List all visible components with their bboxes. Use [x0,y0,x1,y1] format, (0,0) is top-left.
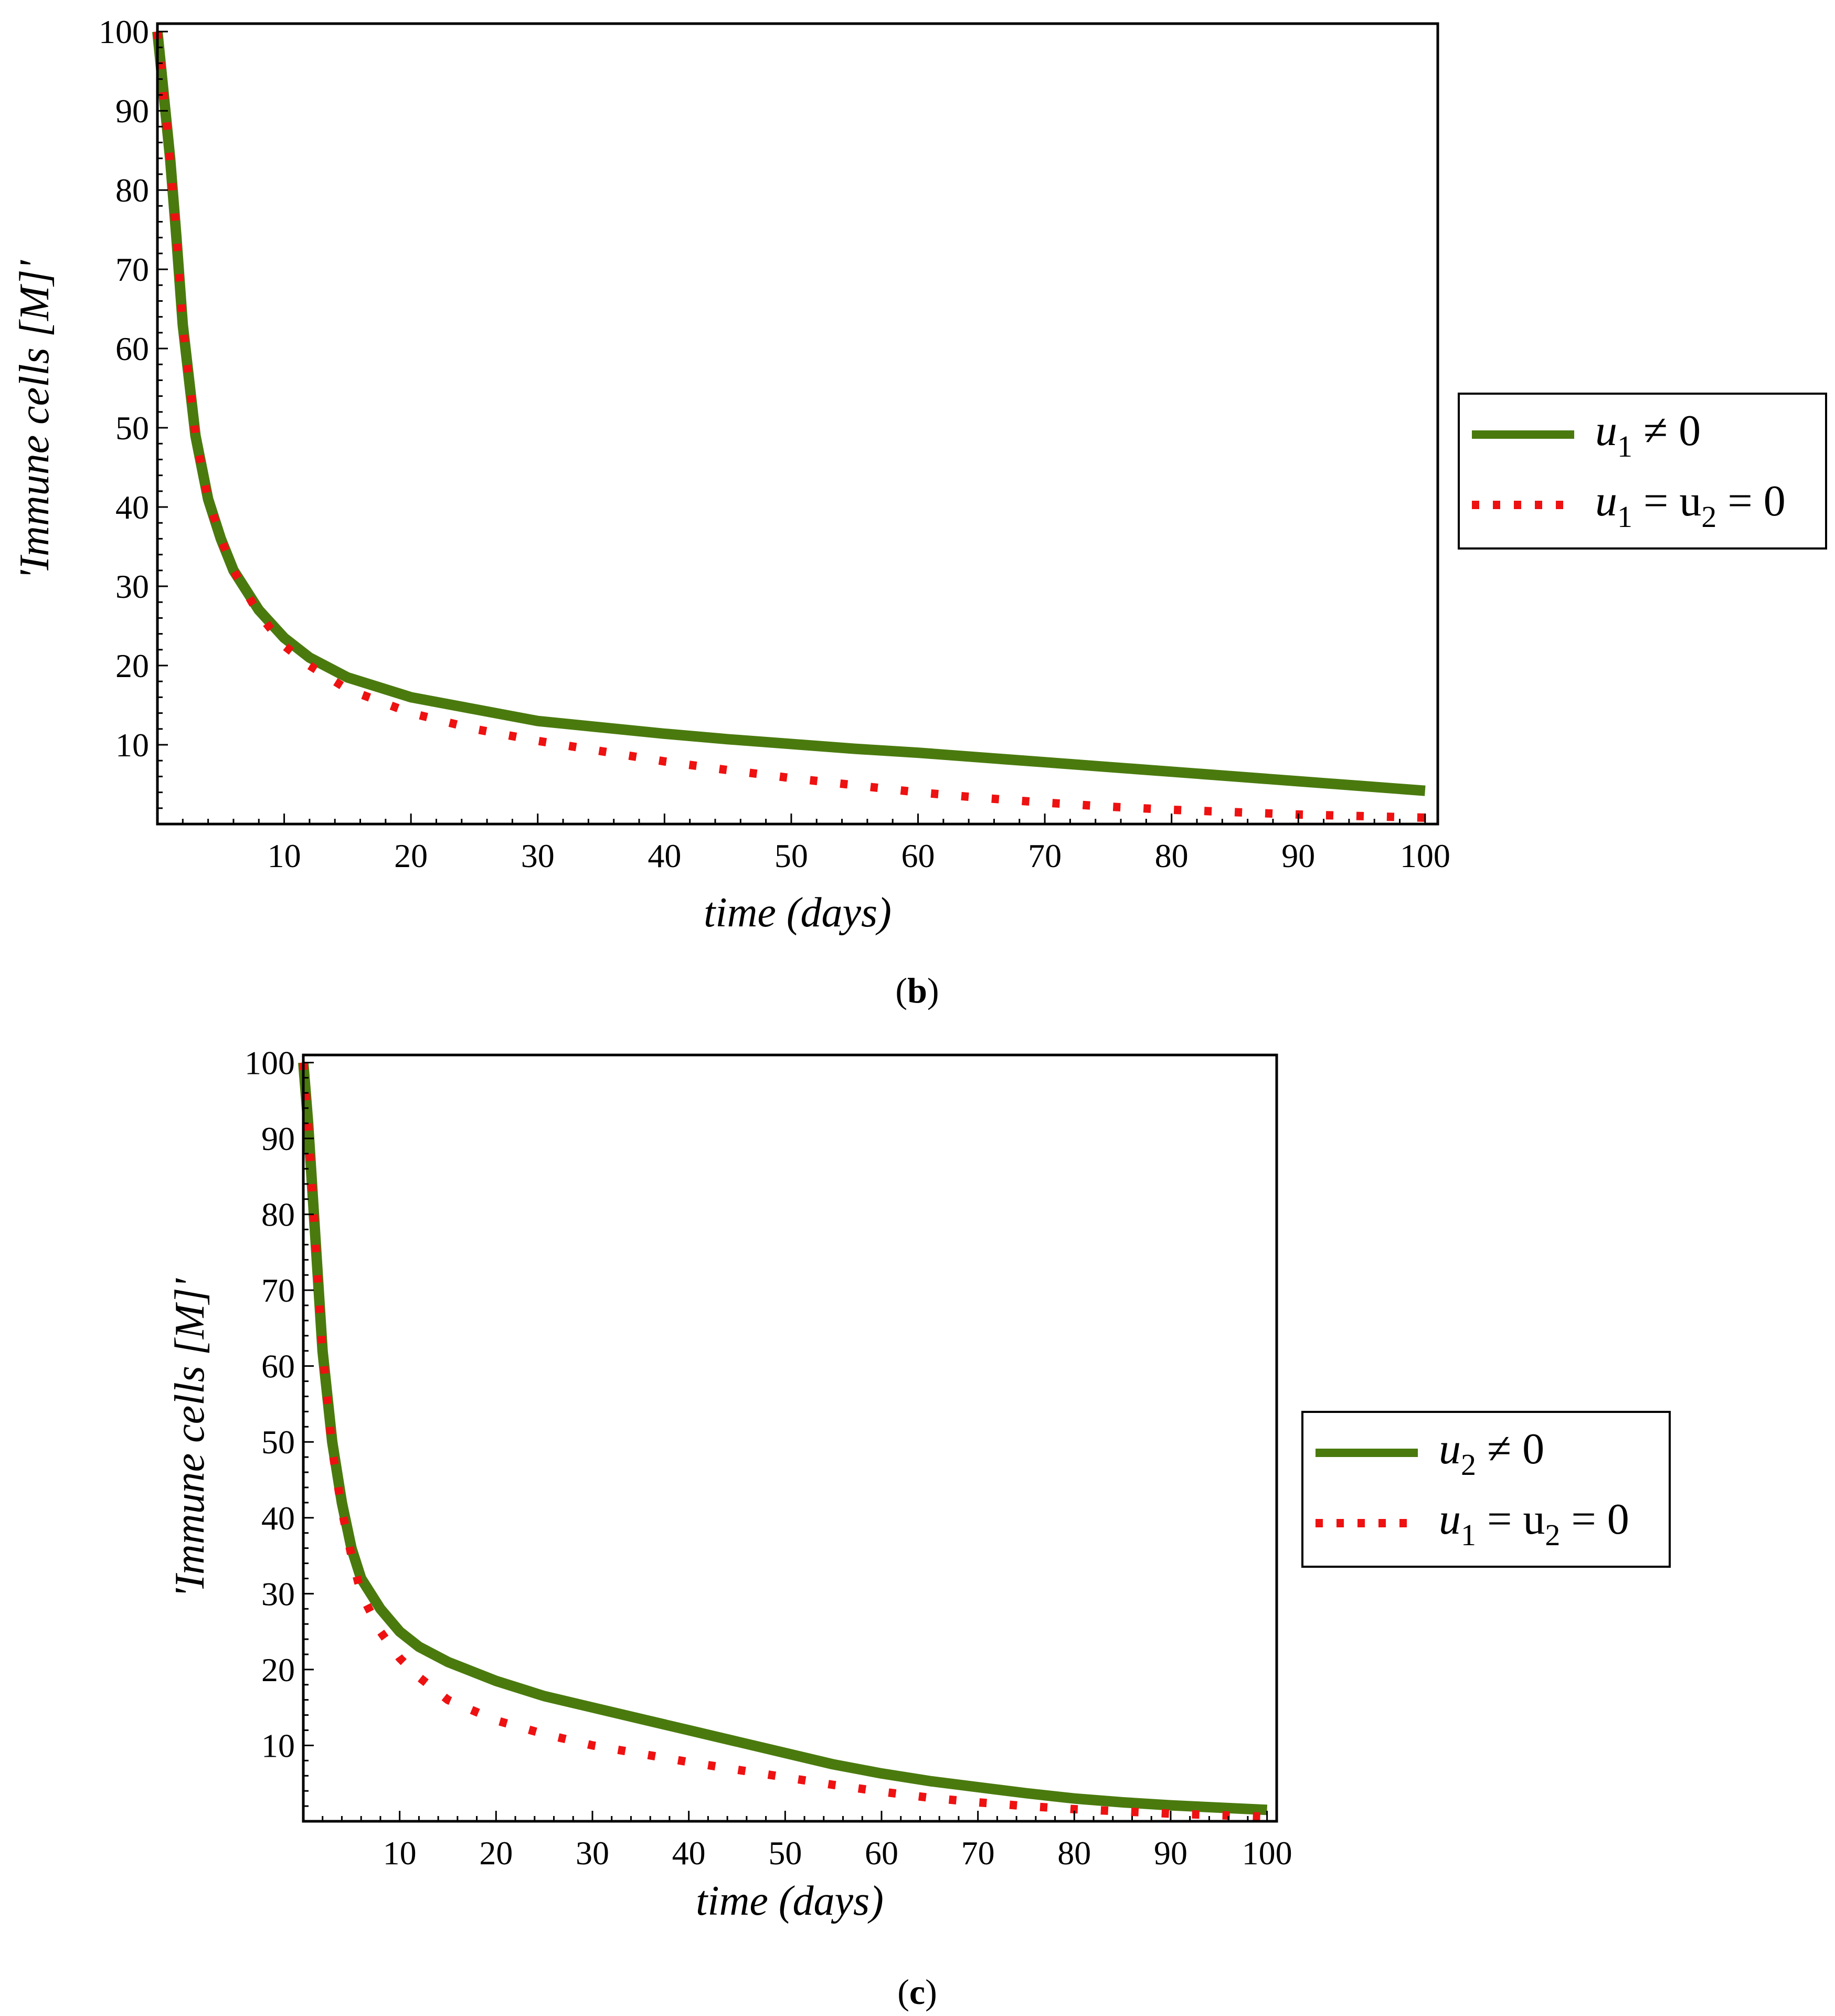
panel-b-series-line-control [153,31,1425,822]
panel-c-y-axis-label: 'Immune cells [M]' [167,1278,213,1597]
panel-b-x-tick-label: 50 [775,837,808,874]
panel-b-x-tick-label: 90 [1281,837,1315,874]
panel-b-x-tick-label: 40 [648,837,681,874]
panel-c-plot-marks [298,1062,1268,1821]
panel-b-y-tick-label: 10 [115,726,149,764]
panel-b-series-line-treatment [152,31,1426,796]
panel-c: 10 20 30 40 50 60 70 80 90 100 10 20 30 40 50 60 70 80 90 1… [167,1044,1671,2012]
panel-b: 10 20 30 40 50 60 70 80 90 100 10 20 30 40 50 60 70 80 90 1… [12,13,1827,1010]
panel-c-y-tick-label: 90 [261,1120,295,1157]
panel-c-plot-frame [302,1053,1278,1823]
panel-c-caption: (c) [897,1972,937,2012]
panel-b-y-tick-label: 80 [115,172,149,209]
panel-b-x-tick-label: 20 [394,837,428,874]
panel-b-y-tick-label: 90 [115,92,149,130]
panel-c-x-tick-label: 100 [1242,1834,1292,1872]
panel-c-legend-label-dotted: u1 = u2 = 0 [1439,1495,1629,1552]
panel-c-ticks: 10 20 30 40 50 60 70 80 90 100 10 20 30 40 50 60 70 80 90 1… [245,1044,1292,1872]
panel-b-x-tick-label: 100 [1400,837,1450,874]
panel-c-x-tick-label: 90 [1154,1834,1187,1872]
panel-b-y-tick-label: 50 [115,409,149,447]
panel-c-y-tick-label: 60 [261,1348,295,1385]
panel-c-legend-label-solid: u2 ≠ 0 [1439,1424,1544,1482]
panel-b-y-tick-label: 70 [115,251,149,288]
panel-c-x-tick-label: 20 [479,1834,513,1872]
panel-c-x-tick-label: 60 [865,1834,898,1872]
panel-b-y-tick-label: 30 [115,568,149,605]
panel-c-x-tick-label: 30 [576,1834,609,1872]
panel-b-x-tick-label: 60 [901,837,935,874]
panel-c-y-tick-label: 70 [261,1272,295,1309]
panel-c-x-tick-label: 80 [1057,1834,1091,1872]
panel-c-series-line-control [299,1062,1267,1821]
panel-c-y-tick-label: 40 [261,1500,295,1537]
panel-c-x-tick-label: 10 [383,1834,417,1872]
panel-b-x-tick-label: 70 [1028,837,1062,874]
panel-c-y-tick-label: 30 [261,1575,295,1612]
panel-c-x-tick-label: 50 [768,1834,802,1872]
panel-b-y-tick-label: 100 [99,13,149,50]
panel-b-legend-box [1458,393,1827,550]
panel-b-caption: (b) [895,970,939,1010]
panel-b-y-tick-label: 60 [115,330,149,367]
panel-c-legend: u2 ≠ 0 u1 = u2 = 0 [1301,1411,1671,1568]
panel-c-y-tick-label: 20 [261,1651,295,1688]
panel-b-y-axis-label: 'Immune cells [M]' [12,259,58,579]
panel-b-x-tick-label: 10 [268,837,301,874]
panel-c-x-tick-label: 70 [961,1834,995,1872]
panel-c-x-tick-label: 40 [672,1834,706,1872]
panel-c-legend-box [1301,1411,1671,1568]
panel-c-y-tick-label: 50 [261,1423,295,1461]
panel-b-legend-label-dotted: u1 = u2 = 0 [1595,477,1786,534]
panel-b-legend-label-solid: u1 ≠ 0 [1595,406,1701,463]
panel-b-y-tick-label: 20 [115,647,149,684]
panel-c-x-axis-label: time (days) [696,1878,884,1924]
panel-b-ticks: 10 20 30 40 50 60 70 80 90 100 10 20 30 40 50 60 70 80 90 1… [99,13,1450,874]
panel-b-x-tick-label: 80 [1155,837,1189,874]
panel-b-x-tick-label: 30 [521,837,555,874]
panel-b-legend: u1 ≠ 0 u1 = u2 = 0 [1458,393,1827,550]
panel-c-y-tick-label: 100 [245,1044,295,1081]
panel-c-y-tick-label: 80 [261,1196,295,1233]
panel-c-series-line-treatment [298,1062,1268,1816]
panel-b-plot-marks [152,31,1426,822]
panel-c-y-tick-label: 10 [261,1727,295,1764]
panel-b-y-tick-label: 40 [115,489,149,526]
panel-b-plot-frame [156,22,1439,826]
panel-b-x-axis-label: time (days) [704,890,892,936]
